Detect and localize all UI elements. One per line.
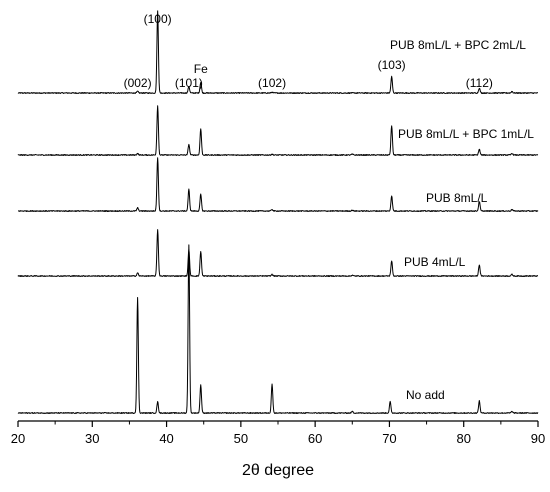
x-tick-label-80: 80 [456,431,470,446]
series-line-1 [17,10,539,94]
series-label-3: PUB 8mL/L [426,191,488,205]
series-label-4: PUB 4mL/L [404,255,466,269]
series-line-5 [17,244,539,414]
series-line-2 [17,105,539,156]
x-tick-label-60: 60 [308,431,322,446]
x-tick-label-90: 90 [531,431,545,446]
x-tick-label-20: 20 [11,431,25,446]
x-axis-title: 2θ degree [242,462,314,479]
peak-label-7: (112) [466,76,493,90]
peak-label-3: (101) [175,76,203,90]
x-tick-label-50: 50 [234,431,248,446]
peak-label-2: (002) [124,76,152,90]
series-label-2: PUB 8mL/L + BPC 1mL/L [398,127,534,141]
labels-group: PUB 8mL/L + BPC 2mL/L PUB 8mL/L + BPC 1mL… [124,12,535,402]
peak-label-1: (100) [144,12,172,26]
series-line-4 [17,229,539,277]
series-group [17,10,539,414]
x-tick-label-70: 70 [382,431,396,446]
series-label-5: No add [406,388,445,402]
peak-label-6: (103) [378,58,406,72]
x-tick-label-40: 40 [159,431,173,446]
x-axis: 20 30 40 50 60 70 80 90 [11,420,545,446]
x-tick-label-30: 30 [85,431,99,446]
peak-label-4: Fe [194,62,208,76]
series-label-1: PUB 8mL/L + BPC 2mL/L [390,38,526,52]
series-line-3 [17,157,539,212]
peak-label-5: (102) [258,76,286,90]
